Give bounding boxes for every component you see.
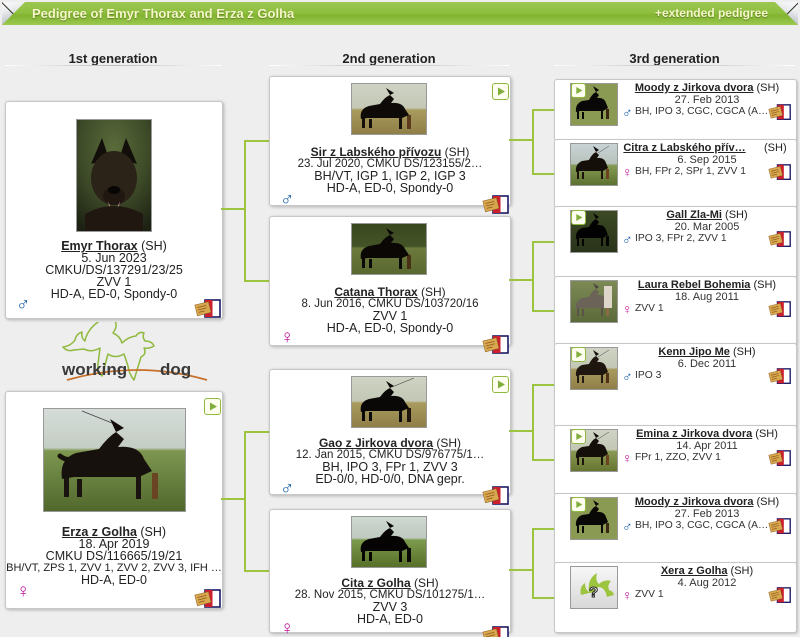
svg-text:dog: dog [160,360,191,379]
svg-text:working: working [62,360,127,379]
svg-text:?: ? [589,584,598,601]
